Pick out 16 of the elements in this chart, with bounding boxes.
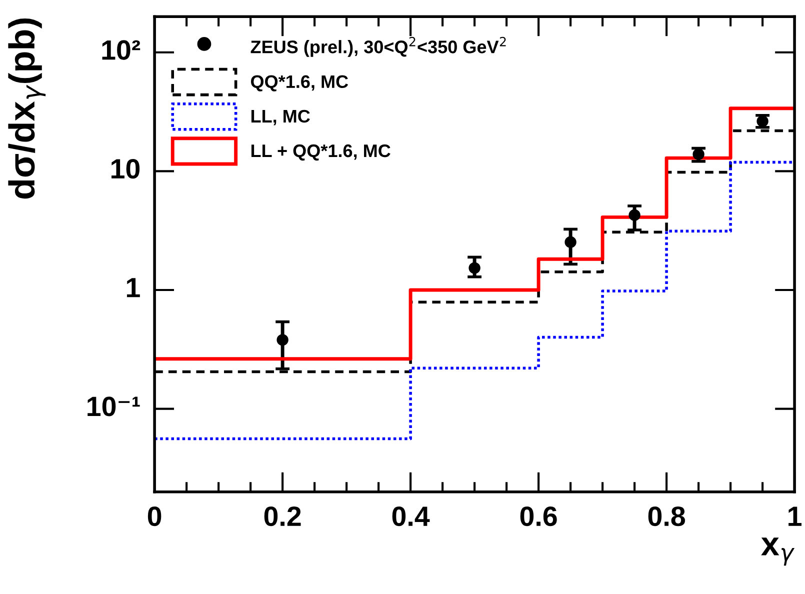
y-tick-label: 1	[126, 278, 140, 298]
legend-label: ZEUS (prel.), 30<Q$^{2}$<350 GeV$^{2}$	[250, 36, 506, 57]
legend-label: QQ*1.6, MC	[250, 75, 348, 92]
y-tick-label: 10⁻¹	[88, 396, 140, 416]
y-tick-label: 10	[112, 158, 140, 179]
x-tick-label: 0.8	[648, 506, 685, 526]
legend-label: LL, MC	[251, 110, 310, 126]
x-axis-title: x$_{γ}$	[761, 538, 795, 566]
legend-label: LL + QQ*1.6, MC	[251, 144, 390, 161]
x-tick-label: 0.6	[520, 506, 557, 526]
y-axis-title: dσ/dx$_{γ}$(pb)	[8, 18, 46, 199]
x-tick-label: 0.2	[264, 506, 301, 526]
x-tick-label: 1	[788, 506, 802, 526]
x-tick-label: 0.4	[392, 506, 430, 526]
x-tick-label: 0	[148, 506, 162, 526]
y-tick-label: 10²	[102, 40, 140, 60]
